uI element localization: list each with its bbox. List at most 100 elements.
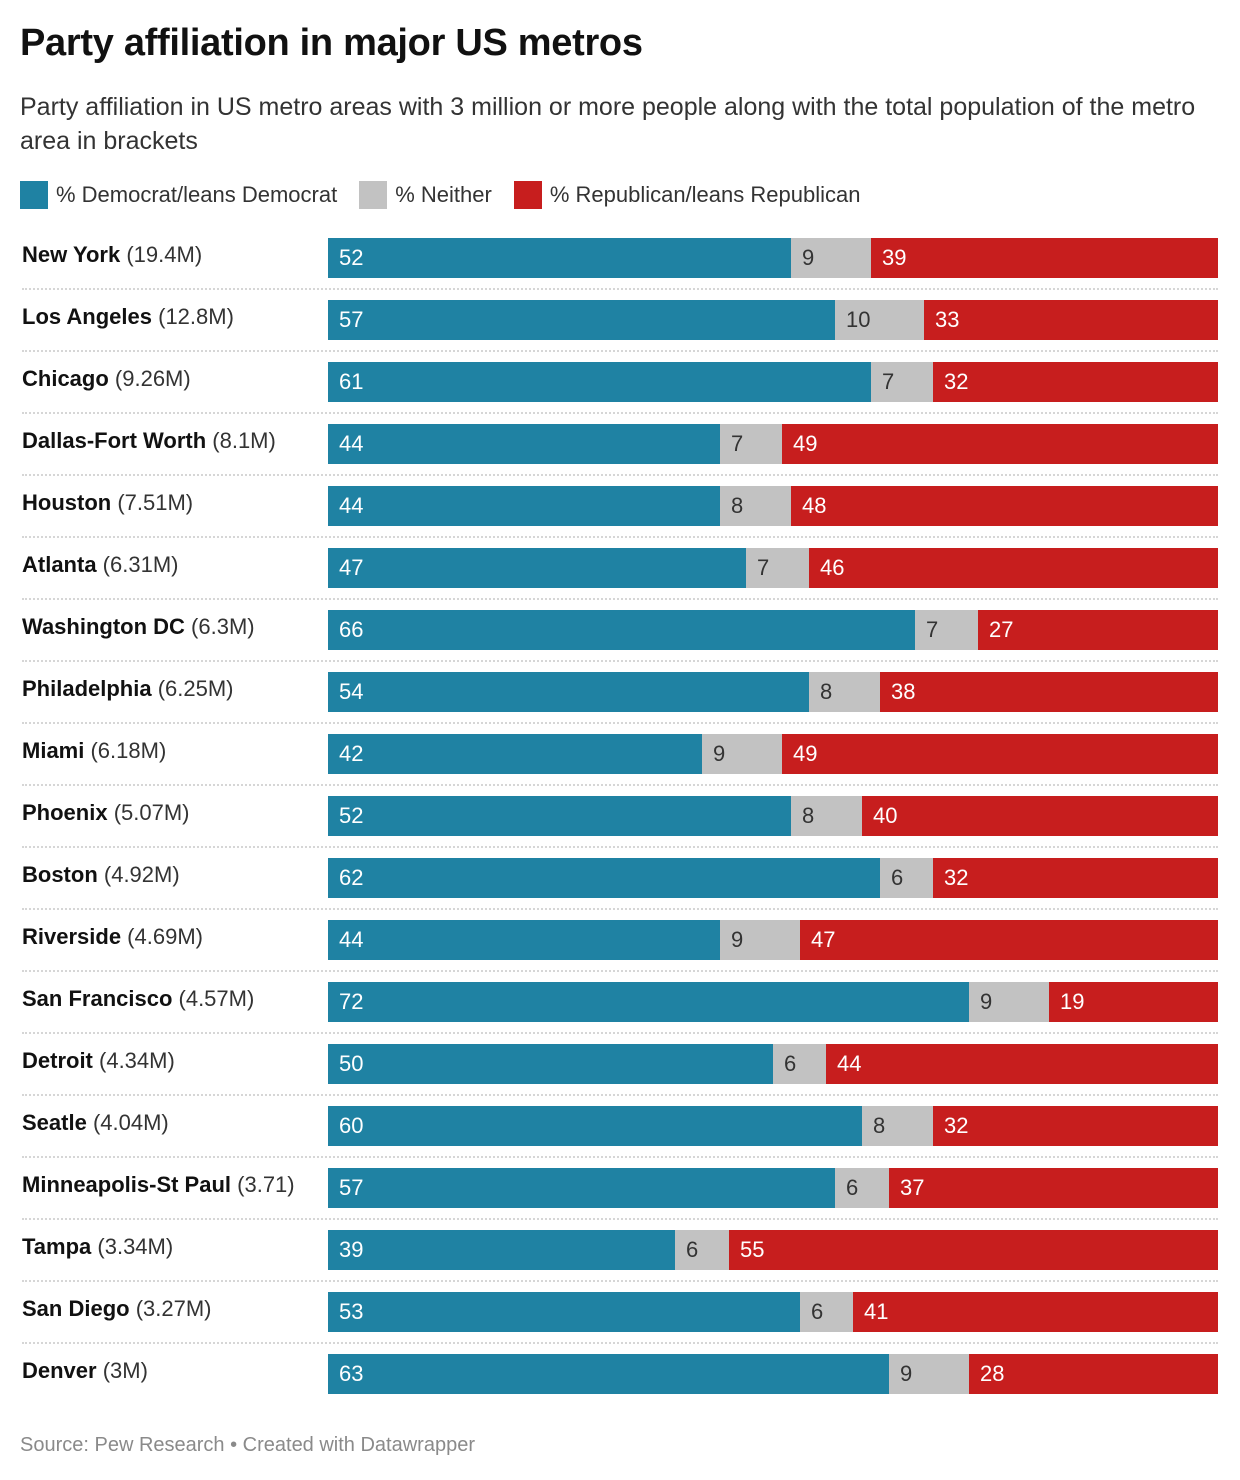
row-divider <box>22 846 1218 848</box>
bar-row: Washington DC (6.3M) 66 7 27 <box>0 602 1240 664</box>
row-divider <box>22 1094 1218 1096</box>
data-label-republican: 38 <box>891 679 916 704</box>
bar-segment-neither: 6 <box>835 1168 889 1208</box>
bar-row: Riverside (4.69M) 44 9 47 <box>0 912 1240 974</box>
bar-segment-neither: 8 <box>791 796 862 836</box>
data-label-republican: 49 <box>793 741 818 766</box>
row-divider <box>22 412 1218 414</box>
bar-segment-democrat: 63 <box>328 1354 889 1394</box>
metro-population: (9.26M) <box>108 366 191 391</box>
data-label-neither: 6 <box>891 865 904 890</box>
bar-row: Atlanta (6.31M) 47 7 46 <box>0 540 1240 602</box>
legend: % Democrat/leans Democrat % Neither % Re… <box>20 181 882 209</box>
data-label-neither: 6 <box>846 1175 859 1200</box>
data-label-democrat: 63 <box>339 1361 364 1386</box>
row-divider <box>22 784 1218 786</box>
bar-segment-republican: 49 <box>782 424 1218 464</box>
metro-population: (4.92M) <box>97 862 180 887</box>
legend-swatch-republican <box>513 181 542 209</box>
category-label: Seatle (4.04M) <box>22 1110 169 1136</box>
bar-row: Detroit (4.34M) 50 6 44 <box>0 1036 1240 1098</box>
row-divider <box>22 1280 1218 1282</box>
bar-track: 72 9 19 <box>328 982 1218 1022</box>
bar-segment-neither: 8 <box>809 672 880 712</box>
data-label-neither: 8 <box>820 679 833 704</box>
data-label-republican: 41 <box>864 1299 889 1324</box>
data-label-republican: 44 <box>837 1051 862 1076</box>
bar-segment-democrat: 57 <box>328 300 835 340</box>
category-label: Atlanta (6.31M) <box>22 552 178 578</box>
legend-item-republican: % Republican/leans Republican <box>513 181 860 209</box>
row-divider <box>22 350 1218 352</box>
bar-row: San Francisco (4.57M) 72 9 19 <box>0 974 1240 1036</box>
bar-segment-neither: 6 <box>773 1044 826 1084</box>
bar-track: 66 7 27 <box>328 610 1218 650</box>
data-label-neither: 8 <box>873 1113 886 1138</box>
bar-row: Dallas-Fort Worth (8.1M) 44 7 49 <box>0 416 1240 478</box>
category-label: Detroit (4.34M) <box>22 1048 175 1074</box>
data-label-neither: 6 <box>686 1237 699 1262</box>
chart-title: Party affiliation in major US metros <box>20 22 643 64</box>
bar-segment-republican: 46 <box>809 548 1218 588</box>
bar-segment-republican: 41 <box>853 1292 1218 1332</box>
bar-track: 39 6 55 <box>328 1230 1218 1270</box>
data-label-neither: 9 <box>802 245 815 270</box>
bar-segment-neither: 9 <box>969 982 1049 1022</box>
bar-segment-neither: 6 <box>880 858 933 898</box>
bar-row: Seatle (4.04M) 60 8 32 <box>0 1098 1240 1160</box>
bar-row: Boston (4.92M) 62 6 32 <box>0 850 1240 912</box>
metro-population: (8.1M) <box>206 428 276 453</box>
metro-population: (3.27M) <box>129 1296 212 1321</box>
data-label-republican: 19 <box>1060 989 1085 1014</box>
data-label-democrat: 60 <box>339 1113 364 1138</box>
bar-track: 60 8 32 <box>328 1106 1218 1146</box>
bar-track: 63 9 28 <box>328 1354 1218 1394</box>
bar-segment-democrat: 39 <box>328 1230 675 1270</box>
bar-segment-neither: 7 <box>720 424 782 464</box>
metro-name: Tampa <box>22 1234 92 1259</box>
bar-segment-democrat: 62 <box>328 858 880 898</box>
data-label-democrat: 42 <box>339 741 364 766</box>
bar-segment-neither: 7 <box>915 610 978 650</box>
bar-segment-republican: 37 <box>889 1168 1218 1208</box>
data-label-democrat: 72 <box>339 989 364 1014</box>
row-divider <box>22 288 1218 290</box>
category-label: Los Angeles (12.8M) <box>22 304 234 330</box>
metro-name: Atlanta <box>22 552 97 577</box>
metro-name: San Diego <box>22 1296 130 1321</box>
legend-swatch-democrat <box>20 181 48 209</box>
category-label: Houston (7.51M) <box>22 490 193 516</box>
category-label: Chicago (9.26M) <box>22 366 191 392</box>
bar-segment-neither: 7 <box>746 548 809 588</box>
data-label-democrat: 66 <box>339 617 364 642</box>
data-label-neither: 6 <box>784 1051 797 1076</box>
row-divider <box>22 536 1218 538</box>
bar-segment-democrat: 42 <box>328 734 702 774</box>
bar-segment-republican: 47 <box>800 920 1218 960</box>
data-label-republican: 32 <box>944 1113 969 1138</box>
data-label-republican: 55 <box>740 1237 765 1262</box>
bar-segment-republican: 55 <box>729 1230 1218 1270</box>
bar-row: Tampa (3.34M) 39 6 55 <box>0 1222 1240 1284</box>
bar-track: 57 6 37 <box>328 1168 1218 1208</box>
data-label-neither: 10 <box>846 307 871 332</box>
data-label-democrat: 39 <box>339 1237 364 1262</box>
bar-segment-democrat: 60 <box>328 1106 862 1146</box>
row-divider <box>22 1218 1218 1220</box>
metro-population: (6.31M) <box>96 552 179 577</box>
data-label-neither: 7 <box>926 617 939 642</box>
bar-segment-neither: 6 <box>800 1292 853 1332</box>
bar-segment-democrat: 44 <box>328 920 720 960</box>
row-divider <box>22 722 1218 724</box>
metro-name: Chicago <box>22 366 109 391</box>
bar-segment-democrat: 72 <box>328 982 969 1022</box>
bar-track: 47 7 46 <box>328 548 1218 588</box>
metro-name: Denver <box>22 1358 97 1383</box>
bar-track: 62 6 32 <box>328 858 1218 898</box>
bar-track: 61 7 32 <box>328 362 1218 402</box>
metro-population: (4.34M) <box>92 1048 175 1073</box>
data-label-neither: 6 <box>811 1299 824 1324</box>
metro-name: Philadelphia <box>22 676 152 701</box>
bar-track: 44 9 47 <box>328 920 1218 960</box>
row-divider <box>22 660 1218 662</box>
